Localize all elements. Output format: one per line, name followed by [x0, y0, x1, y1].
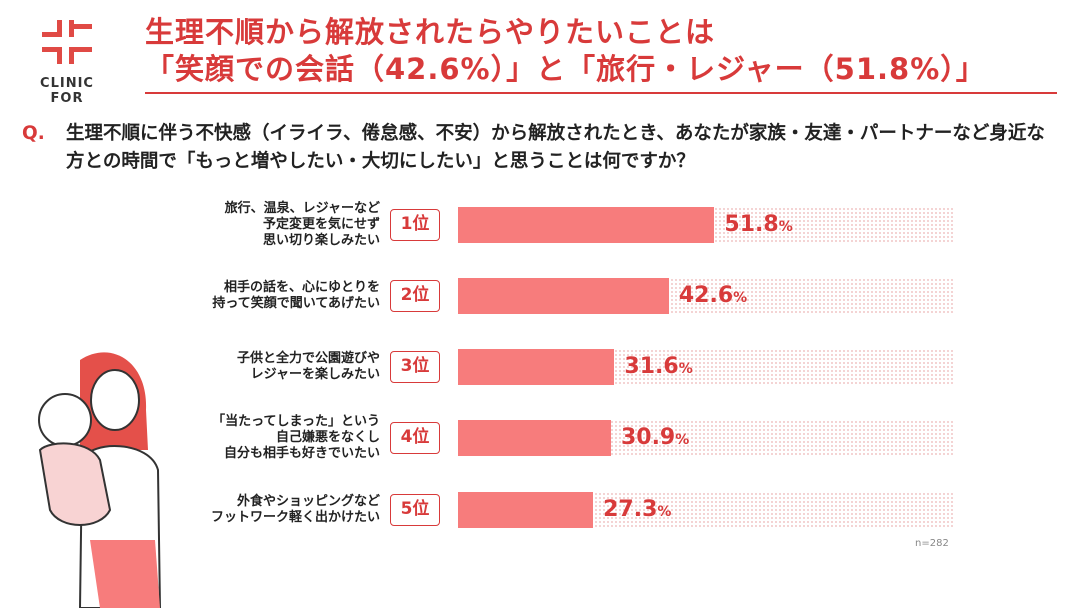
rank-badge: 5位	[390, 494, 440, 526]
bar-row: 外食やショッピングなど フットワーク軽く出かけたい 5位 27.3%	[0, 480, 1080, 540]
rank-badge: 4位	[390, 422, 440, 454]
category-label: 旅行、温泉、レジャーなど 予定変更を気にせず 思い切り楽しみたい	[224, 201, 380, 248]
sample-size-note: n=282	[915, 538, 949, 549]
value-label: 30.9%	[620, 425, 690, 450]
bar	[458, 420, 611, 456]
value-label: 31.6%	[624, 354, 693, 379]
question: Q. 生理不順に伴う不快感（イライラ、倦怠感、不安）から解放されたとき、あなたが…	[22, 120, 1062, 176]
bar-row: 子供と全力で公園遊びや レジャーを楽しみたい 3位 31.6%	[0, 337, 1080, 397]
bar-row: 旅行、温泉、レジャーなど 予定変更を気にせず 思い切り楽しみたい 1位 51.8%	[0, 195, 1080, 255]
title-line-2: 「笑顔での会話（42.6%）」と「旅行・レジャー（51.8%）」	[145, 52, 986, 86]
category-label: 相手の話を、心にゆとりを 持って笑顔で聞いてあげたい	[212, 280, 380, 311]
logo: CLINIC FOR	[22, 20, 112, 106]
value-label: 42.6%	[678, 283, 748, 308]
category-label: 「当たってしまった」という 自己嫌悪をなくし 自分も相手も好きでいたい	[212, 414, 380, 461]
title-line-1: 生理不順から解放されたらやりたいことは	[145, 15, 716, 49]
bar-row: 相手の話を、心にゆとりを 持って笑顔で聞いてあげたい 2位 42.6%	[0, 266, 1080, 326]
question-mark: Q.	[22, 123, 45, 144]
value-label: 51.8%	[724, 212, 793, 237]
bar-row: 「当たってしまった」という 自己嫌悪をなくし 自分も相手も好きでいたい 4位 30.…	[0, 408, 1080, 468]
bar	[458, 349, 615, 385]
mother-and-baby-illustration	[38, 352, 162, 608]
logo-mark-icon	[42, 20, 92, 64]
bar	[458, 207, 715, 243]
rank-badge: 3位	[390, 351, 440, 383]
rank-badge: 1位	[390, 209, 440, 241]
value-label: 27.3%	[603, 497, 672, 522]
category-label: 外食やショッピングなど フットワーク軽く出かけたい	[210, 494, 380, 525]
question-text: 生理不順に伴う不快感（イライラ、倦怠感、不安）から解放されたとき、あなたが家族・…	[66, 123, 1045, 172]
category-label: 子供と全力で公園遊びや レジャーを楽しみたい	[236, 351, 380, 382]
page-title: 生理不順から解放されたらやりたいことは 「笑顔での会話（42.6%）」と「旅行・…	[145, 14, 1057, 94]
bar	[458, 278, 669, 314]
bar	[458, 492, 594, 528]
logo-text: CLINIC FOR	[40, 76, 94, 106]
rank-badge: 2位	[390, 280, 440, 312]
